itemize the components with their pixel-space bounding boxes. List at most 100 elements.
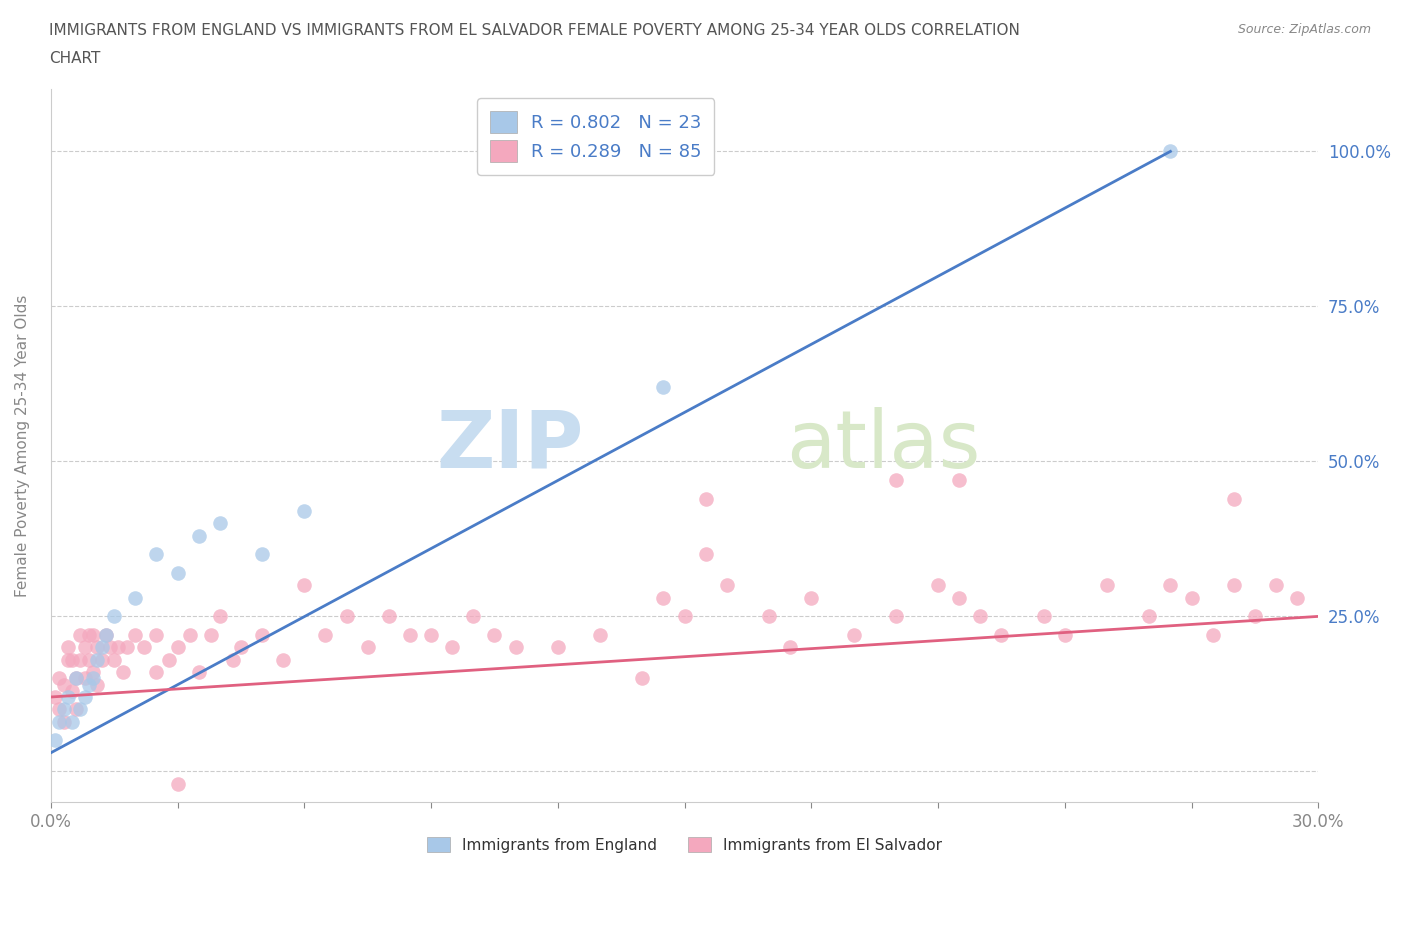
Point [800, 591, 823, 605]
Point [124, 591, 146, 605]
Point [103, 652, 125, 667]
Point [1053, 628, 1076, 643]
Point [292, 578, 315, 592]
Point [73, 640, 96, 655]
Point [1286, 591, 1309, 605]
Point [250, 547, 273, 562]
Point [716, 578, 738, 592]
Point [1159, 144, 1181, 159]
Point [166, 565, 188, 580]
Point [441, 640, 464, 655]
Point [56, 640, 79, 655]
Point [463, 609, 485, 624]
Point [69, 652, 91, 667]
Point [779, 640, 801, 655]
Point [77, 628, 100, 643]
Point [124, 628, 146, 643]
Point [145, 628, 167, 643]
Point [695, 547, 717, 562]
Point [90, 652, 112, 667]
Point [52, 714, 75, 729]
Point [221, 652, 243, 667]
Point [145, 665, 167, 680]
Text: CHART: CHART [49, 51, 101, 66]
Legend: Immigrants from England, Immigrants from El Salvador: Immigrants from England, Immigrants from… [420, 830, 948, 859]
Point [1223, 578, 1246, 592]
Point [1159, 578, 1181, 592]
Point [399, 628, 422, 643]
Point [673, 609, 696, 624]
Point [1032, 609, 1054, 624]
Point [589, 628, 612, 643]
Point [357, 640, 380, 655]
Point [94, 628, 117, 643]
Point [48, 714, 70, 729]
Point [82, 628, 104, 643]
Point [652, 591, 675, 605]
Point [86, 652, 108, 667]
Point [73, 689, 96, 704]
Point [1201, 628, 1223, 643]
Point [60, 652, 83, 667]
Point [48, 671, 70, 685]
Text: atlas: atlas [786, 407, 980, 485]
Point [948, 472, 970, 487]
Point [52, 677, 75, 692]
Point [200, 628, 222, 643]
Point [111, 665, 134, 680]
Point [250, 628, 273, 643]
Point [187, 665, 209, 680]
Point [115, 640, 138, 655]
Point [187, 528, 209, 543]
Point [179, 628, 201, 643]
Text: IMMIGRANTS FROM ENGLAND VS IMMIGRANTS FROM EL SALVADOR FEMALE POVERTY AMONG 25-3: IMMIGRANTS FROM ENGLAND VS IMMIGRANTS FR… [49, 23, 1021, 38]
Text: Source: ZipAtlas.com: Source: ZipAtlas.com [1237, 23, 1371, 36]
Point [48, 702, 70, 717]
Point [60, 684, 83, 698]
Point [44, 733, 66, 748]
Point [166, 777, 188, 791]
Point [1137, 609, 1160, 624]
Point [65, 702, 87, 717]
Point [1095, 578, 1118, 592]
Point [65, 671, 87, 685]
Point [69, 628, 91, 643]
Point [65, 671, 87, 685]
Point [631, 671, 654, 685]
Point [208, 516, 231, 531]
Point [292, 503, 315, 518]
Point [86, 640, 108, 655]
Point [314, 628, 336, 643]
Point [1265, 578, 1288, 592]
Point [1180, 591, 1202, 605]
Point [758, 609, 780, 624]
Point [547, 640, 569, 655]
Point [157, 652, 180, 667]
Point [107, 640, 129, 655]
Point [90, 640, 112, 655]
Point [73, 671, 96, 685]
Point [132, 640, 155, 655]
Point [927, 578, 949, 592]
Point [505, 640, 527, 655]
Point [969, 609, 991, 624]
Point [56, 652, 79, 667]
Point [94, 628, 117, 643]
Point [484, 628, 506, 643]
Y-axis label: Female Poverty Among 25-34 Year Olds: Female Poverty Among 25-34 Year Olds [15, 295, 30, 597]
Point [652, 379, 675, 394]
Point [166, 640, 188, 655]
Point [44, 689, 66, 704]
Point [52, 702, 75, 717]
Point [69, 702, 91, 717]
Point [271, 652, 294, 667]
Point [948, 591, 970, 605]
Point [884, 609, 907, 624]
Point [145, 547, 167, 562]
Point [335, 609, 357, 624]
Text: ZIP: ZIP [436, 407, 583, 485]
Point [990, 628, 1012, 643]
Point [378, 609, 401, 624]
Point [420, 628, 443, 643]
Point [86, 677, 108, 692]
